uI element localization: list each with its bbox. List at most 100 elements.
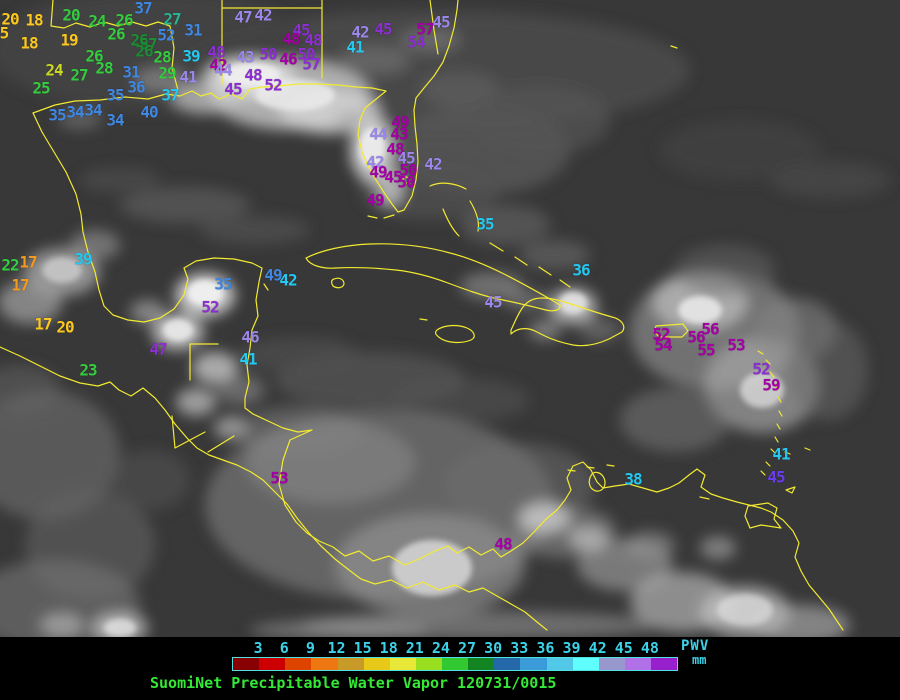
colorbar-tick: 30 xyxy=(484,639,503,657)
station-pwv-value: 22 xyxy=(1,255,19,275)
small-islands xyxy=(263,45,710,500)
colorbar-segment xyxy=(494,658,521,670)
lake-maracaibo xyxy=(588,471,606,492)
station-pwv-value: 49 xyxy=(264,265,282,285)
station-pwv-value: 24 xyxy=(45,60,63,80)
station-pwv-value: 25 xyxy=(32,78,50,98)
station-pwv-value: 52 xyxy=(157,25,175,45)
station-pwv-value: 57 xyxy=(416,19,434,39)
station-pwv-value: 45 xyxy=(484,292,502,312)
station-pwv-value: 37 xyxy=(161,85,179,105)
pwv-mm-label: mm xyxy=(692,653,707,667)
station-pwv-value: 36 xyxy=(572,260,590,280)
station-pwv-value: 17 xyxy=(11,275,29,295)
colorbar-tick: 18 xyxy=(379,639,398,657)
colorbar-tick: 21 xyxy=(405,639,424,657)
station-pwv-value: 48 xyxy=(282,29,300,49)
station-pwv-value: 52 xyxy=(752,359,770,379)
station-pwv-value: 39 xyxy=(74,249,92,269)
station-pwv-value: 39 xyxy=(182,46,200,66)
colorbar-segment xyxy=(389,658,416,670)
station-pwv-value: 56 xyxy=(701,319,719,339)
us-state-borders xyxy=(50,0,439,91)
station-pwv-value: 17 xyxy=(34,314,52,334)
colorbar-tick: 9 xyxy=(305,639,315,657)
station-pwv-value: 35 xyxy=(106,85,124,105)
coastline-pacific xyxy=(0,346,548,631)
station-pwv-value: 50 xyxy=(259,44,277,64)
colorbar-segment xyxy=(311,658,338,670)
colorbar-segment xyxy=(546,658,573,670)
station-pwv-value: 35 xyxy=(476,214,494,234)
station-pwv-value: 41 xyxy=(346,37,364,57)
coastline-mexico-centam-southam xyxy=(32,112,844,631)
station-pwv-value: 34 xyxy=(106,110,124,130)
colorbar-segment xyxy=(337,658,364,670)
station-pwv-value: 31 xyxy=(184,20,202,40)
colorbar-tick: 33 xyxy=(510,639,529,657)
station-pwv-value: 44 xyxy=(214,60,232,80)
station-pwv-value: 27 xyxy=(163,9,181,29)
station-pwv-value: 57 xyxy=(302,54,320,74)
station-pwv-value: 20 xyxy=(56,317,74,337)
station-pwv-value: 52 xyxy=(264,75,282,95)
station-pwv-value: 37 xyxy=(134,0,152,18)
colorbar-tick: 36 xyxy=(536,639,555,657)
station-pwv-value: 24 xyxy=(88,11,106,31)
station-pwv-value: 5 xyxy=(0,23,9,43)
pwv-unit-label: PWV xyxy=(681,638,710,654)
colorbar-segment xyxy=(233,658,260,670)
station-pwv-value: 53 xyxy=(727,335,745,355)
station-pwv-value: 20 xyxy=(62,5,80,25)
coastline-layer xyxy=(0,0,844,631)
station-pwv-value: 50 xyxy=(397,172,415,192)
coastline-cuba xyxy=(305,243,561,312)
station-pwv-value: 28 xyxy=(153,47,171,67)
satellite-imagery xyxy=(0,0,890,637)
colorbar-tick: 24 xyxy=(431,639,450,657)
colorbar-segment xyxy=(624,658,651,670)
station-pwv-value: 29 xyxy=(158,63,176,83)
colorbar xyxy=(232,657,678,671)
satellite-map: 20 18 5 18 19 20 24 26 26 26 57 26 28 26 28 24 27 25 27 37 3… xyxy=(0,0,900,637)
station-pwv-value: 42 xyxy=(366,152,384,172)
colorbar-tick: 45 xyxy=(614,639,633,657)
station-pwv-value: 42 xyxy=(209,55,227,75)
station-pwv-value: 50 xyxy=(399,160,417,180)
colorbar-segment xyxy=(651,658,678,670)
station-pwv-value: 35 xyxy=(214,274,232,294)
station-pwv-value: 43 xyxy=(236,47,254,67)
centam-borders xyxy=(171,343,235,453)
colorbar-segment xyxy=(415,658,442,670)
coastline-puerto-rico xyxy=(653,323,689,338)
station-pwv-value: 45 xyxy=(374,19,392,39)
station-pwv-value: 20 xyxy=(1,9,19,29)
coastline-lesser-antilles xyxy=(757,350,811,476)
colorbar-tick: 3 xyxy=(253,639,263,657)
station-pwv-value: 36 xyxy=(127,77,145,97)
colorbar-segment xyxy=(285,658,312,670)
coastline-florida-keys xyxy=(367,214,395,219)
station-pwv-value: 45 xyxy=(384,167,402,187)
colorbar-segment xyxy=(598,658,625,670)
colorbar-segment xyxy=(468,658,495,670)
station-pwv-value: 26 xyxy=(107,24,125,44)
colorbar-footer: 3 6 9 12 15 18 21 24 27 30 33 36 39 42 45 48 PWV mm Suo… xyxy=(0,637,900,700)
station-pwv-value: 34 xyxy=(66,102,84,122)
colorbar-segment xyxy=(520,658,547,670)
station-pwv-value: 43 xyxy=(390,124,408,144)
station-pwv-value: 18 xyxy=(25,10,43,30)
station-pwv-value: 56 xyxy=(687,327,705,347)
station-pwv-value: 48 xyxy=(207,42,225,62)
station-pwv-value: 38 xyxy=(624,469,642,489)
station-pwv-value: 19 xyxy=(60,30,78,50)
station-pwv-value: 47 xyxy=(234,7,252,27)
station-pwv-value: 52 xyxy=(201,297,219,317)
colorbar-segment xyxy=(572,658,599,670)
station-pwv-value: 45 xyxy=(432,12,450,32)
colorbar-tick: 27 xyxy=(458,639,477,657)
station-pwv-value: 48 xyxy=(386,139,404,159)
colorbar-segment xyxy=(363,658,390,670)
station-pwv-value: 17 xyxy=(19,252,37,272)
